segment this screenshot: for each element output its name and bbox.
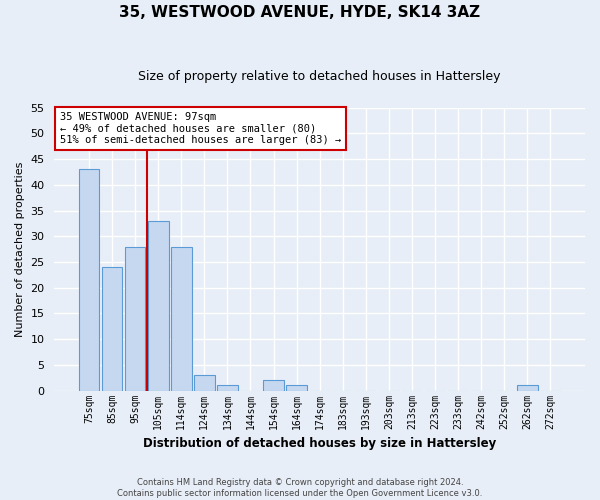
Bar [517, 386, 538, 390]
Bar [171, 246, 191, 390]
Bar [217, 386, 238, 390]
Text: Contains HM Land Registry data © Crown copyright and database right 2024.
Contai: Contains HM Land Registry data © Crown c… [118, 478, 482, 498]
Y-axis label: Number of detached properties: Number of detached properties [15, 162, 25, 337]
Text: 35, WESTWOOD AVENUE, HYDE, SK14 3AZ: 35, WESTWOOD AVENUE, HYDE, SK14 3AZ [119, 5, 481, 20]
Bar [148, 221, 169, 390]
Bar [79, 170, 99, 390]
Bar [194, 375, 215, 390]
Text: 35 WESTWOOD AVENUE: 97sqm
← 49% of detached houses are smaller (80)
51% of semi-: 35 WESTWOOD AVENUE: 97sqm ← 49% of detac… [60, 112, 341, 145]
Bar [286, 386, 307, 390]
Title: Size of property relative to detached houses in Hattersley: Size of property relative to detached ho… [139, 70, 501, 83]
Bar [101, 267, 122, 390]
X-axis label: Distribution of detached houses by size in Hattersley: Distribution of detached houses by size … [143, 437, 496, 450]
Bar [263, 380, 284, 390]
Bar [125, 246, 145, 390]
